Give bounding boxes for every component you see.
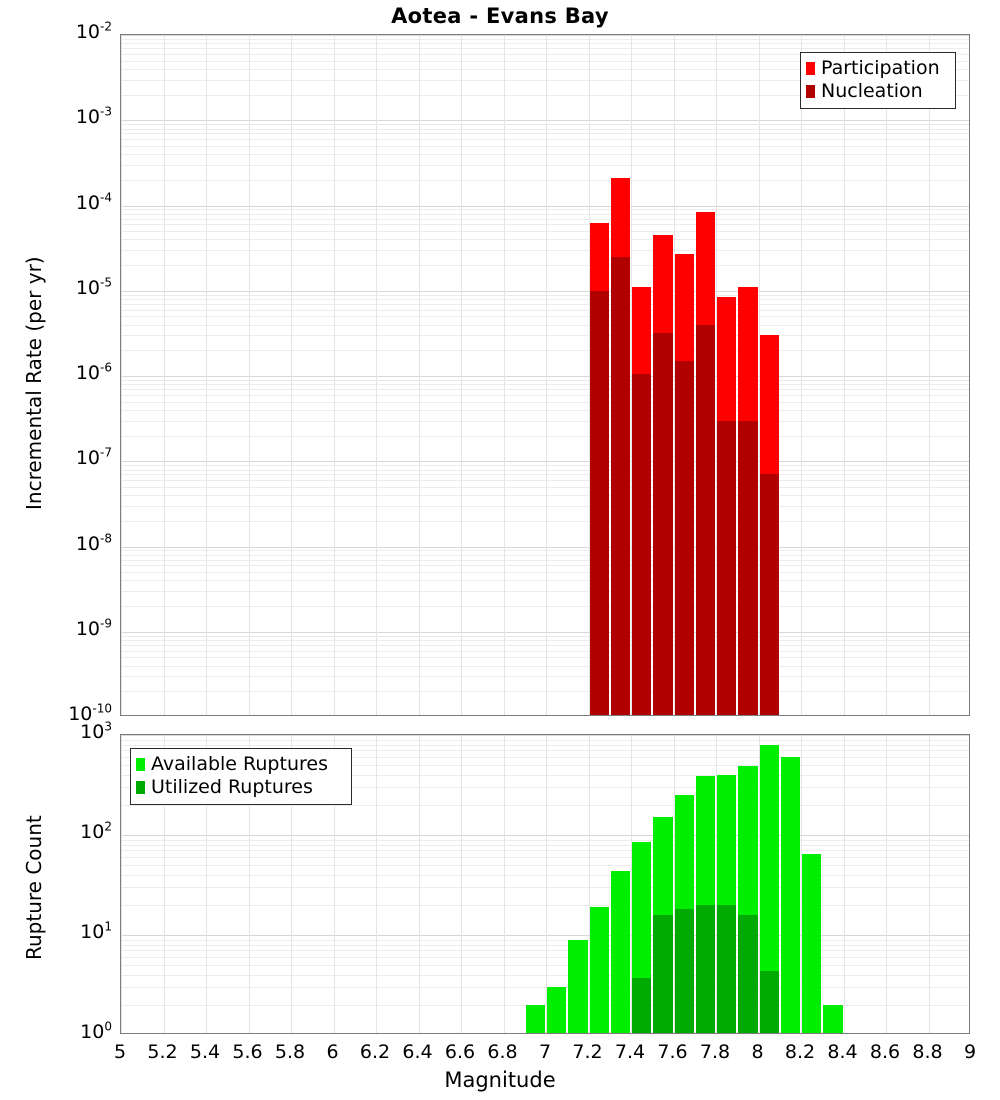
- bar: [802, 853, 822, 1033]
- x-tick-label: 8.6: [869, 1041, 901, 1063]
- x-tick-label: 6.8: [487, 1041, 518, 1063]
- bar-inner: [738, 914, 758, 1033]
- x-tick-label: 8.8: [912, 1041, 943, 1063]
- x-tick-label: 5.6: [232, 1041, 263, 1063]
- bar-inner: [632, 978, 652, 1033]
- x-axis-title: Magnitude: [444, 1068, 556, 1092]
- legend-label: Participation: [821, 57, 940, 79]
- top-gridlines: [121, 35, 969, 715]
- bar-inner: [674, 909, 694, 1033]
- y-tick-label: 102: [80, 819, 112, 843]
- legend-swatch-icon: [806, 62, 815, 75]
- x-tick-label: 7.6: [657, 1041, 688, 1063]
- bar-inner: [759, 970, 779, 1033]
- legend-item: Available Ruptures: [136, 753, 344, 776]
- bar-inner: [717, 420, 737, 715]
- x-tick-label: 9: [963, 1041, 977, 1063]
- x-tick-label: 8: [751, 1041, 764, 1063]
- bar-inner: [653, 914, 673, 1033]
- x-tick-label: 6: [326, 1041, 339, 1063]
- y-tick-label: 10-5: [75, 275, 112, 299]
- bar-inner: [589, 291, 609, 715]
- bottom-bar-layer: [121, 735, 969, 1033]
- x-tick-label: 8.4: [827, 1041, 858, 1063]
- x-tick-label: 7.4: [614, 1041, 646, 1063]
- x-tick-label: 6.4: [402, 1041, 433, 1063]
- bottom-gridlines: [121, 735, 969, 1033]
- bar: [610, 870, 630, 1033]
- y-tick-label: 10-4: [75, 190, 112, 214]
- top-bar-layer: [121, 35, 969, 715]
- bar: [823, 1004, 843, 1033]
- bar-inner: [738, 420, 758, 715]
- x-tick-label: 6.6: [444, 1041, 476, 1063]
- legend-label: Nucleation: [821, 80, 923, 102]
- y-tick-label: 100: [80, 1019, 112, 1043]
- x-tick-label: 7.8: [699, 1041, 731, 1063]
- bar-inner: [695, 904, 715, 1033]
- x-tick-label: 5: [113, 1041, 127, 1063]
- x-tick-label: 8.2: [784, 1041, 816, 1063]
- x-tick-label: 7: [538, 1041, 552, 1063]
- x-tick-label: 5.4: [189, 1041, 221, 1063]
- bar: [759, 745, 779, 1033]
- y-tick-label: 101: [80, 919, 112, 943]
- bar-inner: [610, 256, 630, 715]
- bar-inner: [759, 474, 779, 715]
- legend-swatch-icon: [136, 758, 145, 771]
- y-tick-label: 10-8: [75, 531, 112, 555]
- legend-swatch-icon: [806, 85, 815, 98]
- y-tick-label: 10-3: [75, 104, 112, 129]
- bar: [547, 987, 567, 1033]
- legend-label: Available Ruptures: [151, 753, 328, 775]
- bar-inner: [632, 374, 652, 715]
- y-tick-label: 10-6: [75, 360, 112, 384]
- bar: [780, 757, 800, 1033]
- legend-item: Participation: [806, 57, 948, 80]
- top-legend: Participation Nucleation: [800, 52, 956, 109]
- bottom-legend: Available Ruptures Utilized Ruptures: [130, 748, 352, 805]
- legend-item: Utilized Ruptures: [136, 776, 344, 799]
- bar-inner: [653, 332, 673, 715]
- bar-inner: [695, 324, 715, 715]
- bar: [568, 939, 588, 1033]
- x-tick-label: 5.2: [147, 1041, 178, 1063]
- page-title: Aotea - Evans Bay: [391, 4, 609, 28]
- x-tick-label: 7.2: [572, 1041, 603, 1063]
- legend-swatch-icon: [136, 781, 145, 794]
- y-tick-label: 10-7: [75, 445, 112, 470]
- y-tick-label: 10-2: [75, 19, 112, 43]
- y-tick-label: 10-10: [68, 701, 112, 725]
- bar-inner: [674, 360, 694, 715]
- x-tick-label: 6.2: [359, 1041, 391, 1063]
- bar-inner: [717, 904, 737, 1033]
- x-tick-label: 5.8: [274, 1041, 306, 1063]
- incremental-rate-plot: [120, 34, 970, 716]
- bar: [589, 907, 609, 1033]
- legend-label: Utilized Ruptures: [151, 776, 313, 798]
- y-tick-label: 10-9: [75, 616, 112, 640]
- bar: [525, 1004, 545, 1033]
- y-tick-label: 103: [80, 719, 112, 743]
- legend-item: Nucleation: [806, 80, 948, 103]
